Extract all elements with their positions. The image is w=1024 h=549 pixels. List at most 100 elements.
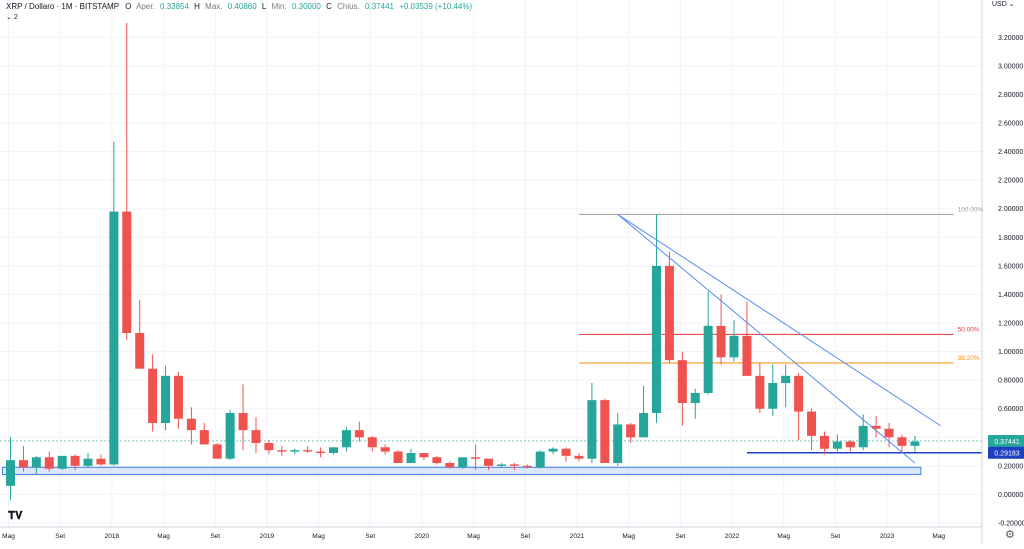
price-tick-label: 0.80000 <box>998 378 1023 385</box>
time-tick-label: Mag <box>467 533 480 540</box>
candle-body <box>148 368 158 423</box>
time-tick-label: 2023 <box>880 533 895 540</box>
high-name: Max. <box>205 2 223 11</box>
price-tick-label: 2.40000 <box>998 149 1023 156</box>
change-value: +0.03539 (+10.44%) <box>399 2 473 11</box>
close-name: Chius. <box>337 2 360 11</box>
candle-body <box>316 451 326 453</box>
candle-body <box>729 335 739 358</box>
symbol-legend[interactable]: XRP / Dollaro · 1M · BITSTAMP O Aper. 0.… <box>6 2 475 11</box>
candle-body <box>548 448 558 452</box>
candle-body <box>277 450 287 452</box>
candle-body <box>781 375 791 383</box>
price-tick-label: 2.20000 <box>998 178 1023 185</box>
chevron-down-icon: ⌄ <box>6 14 12 21</box>
price-tick-label: 1.40000 <box>998 292 1023 299</box>
candle-body <box>690 393 700 403</box>
candle-body <box>380 447 390 452</box>
candle-body <box>264 443 274 451</box>
candle-body <box>367 437 377 448</box>
candle-body <box>561 448 571 456</box>
time-tick-label: Set <box>365 533 375 540</box>
price-tick-label: 0.20000 <box>998 463 1023 470</box>
candle-body <box>458 457 468 468</box>
time-axis[interactable]: Mag Set 2018 Mag Set 2019 Mag Set 2020 Mag Set 2021… <box>0 526 982 540</box>
candle-body <box>135 333 145 369</box>
candle-body <box>354 430 364 438</box>
price-tick-label: 0.00000 <box>998 492 1023 499</box>
time-tick-label: 2019 <box>260 533 275 540</box>
time-tick-label: Mag <box>2 533 15 540</box>
low-value: 0.30000 <box>291 2 321 11</box>
candle-body <box>329 447 338 453</box>
candle-body <box>639 413 649 438</box>
current-price-badge-bg <box>988 434 1024 447</box>
candle-body <box>509 464 519 466</box>
candle-body <box>871 425 881 429</box>
candle-body <box>173 375 183 419</box>
candle-body <box>600 400 610 463</box>
candle-body <box>251 430 261 443</box>
indicators-toggle[interactable]: ⌄ 2 <box>6 13 18 22</box>
candle-body <box>897 437 907 446</box>
candle-body <box>238 413 248 431</box>
candle-body <box>884 428 894 438</box>
current-price-badge: 0.37441 <box>994 439 1019 446</box>
candle-body <box>341 430 351 448</box>
chevron-down-icon: ⌄ <box>1008 1 1015 8</box>
candle-body <box>57 455 67 469</box>
candle-body <box>626 424 636 438</box>
candle-body <box>845 441 855 448</box>
candle-body <box>96 458 106 465</box>
candles <box>6 23 920 501</box>
price-tick-label: 2.60000 <box>998 121 1023 128</box>
currency-selector[interactable]: USD ⌄ <box>992 0 1015 8</box>
tradingview-logo-icon[interactable]: 𝐓𝐕 <box>8 510 23 522</box>
low-name: Min. <box>271 2 287 11</box>
candle-body <box>393 451 403 463</box>
time-tick-label: 2020 <box>415 533 430 540</box>
price-axis[interactable]: -0.200000.000000.200000.400000.600000.80… <box>981 0 1024 544</box>
support-price-badge-bg <box>988 446 1024 459</box>
gear-icon[interactable]: ⚙ <box>1005 529 1015 541</box>
candle-body <box>755 375 765 409</box>
price-tick-label: 3.00000 <box>998 63 1023 70</box>
candle-body <box>807 411 817 436</box>
candle-body <box>742 335 752 376</box>
open-label: O <box>125 2 132 11</box>
candle-body <box>794 375 804 412</box>
time-tick-label: Set <box>55 533 65 540</box>
candle-body <box>613 424 623 463</box>
price-tick-label: 1.00000 <box>998 349 1023 356</box>
time-tick-label: Mag <box>622 533 635 540</box>
fib-level-label: 38.20% <box>958 355 980 362</box>
candle-body <box>768 383 778 409</box>
high-label: H <box>194 2 200 11</box>
price-tick-label: 2.80000 <box>998 92 1023 99</box>
candle-body <box>716 325 726 358</box>
candle-body <box>652 265 661 413</box>
time-tick-label: Mag <box>312 533 325 540</box>
candle-body <box>122 211 132 333</box>
support-price-badge: 0.29183 <box>994 451 1019 458</box>
candle-body <box>290 450 300 452</box>
trendlines <box>617 214 942 464</box>
time-tick-label: 2018 <box>105 533 120 540</box>
price-tick-label: 2.00000 <box>998 206 1023 213</box>
currency-label: USD <box>992 1 1007 8</box>
candle-body <box>522 465 532 468</box>
candle-body <box>819 435 829 449</box>
price-tick-label: 1.20000 <box>998 321 1023 328</box>
candle-body <box>109 211 119 465</box>
indicator-count: 2 <box>13 13 18 21</box>
candle-body <box>18 460 28 468</box>
candle-body <box>419 453 429 458</box>
support-zone-rect <box>2 466 922 475</box>
symbol-title[interactable]: XRP / Dollaro · 1M · BITSTAMP <box>6 2 120 11</box>
time-tick-label: 2022 <box>725 533 740 540</box>
price-tick-label: 1.60000 <box>998 263 1023 270</box>
candle-body <box>664 265 674 361</box>
low-label: L <box>261 2 267 11</box>
